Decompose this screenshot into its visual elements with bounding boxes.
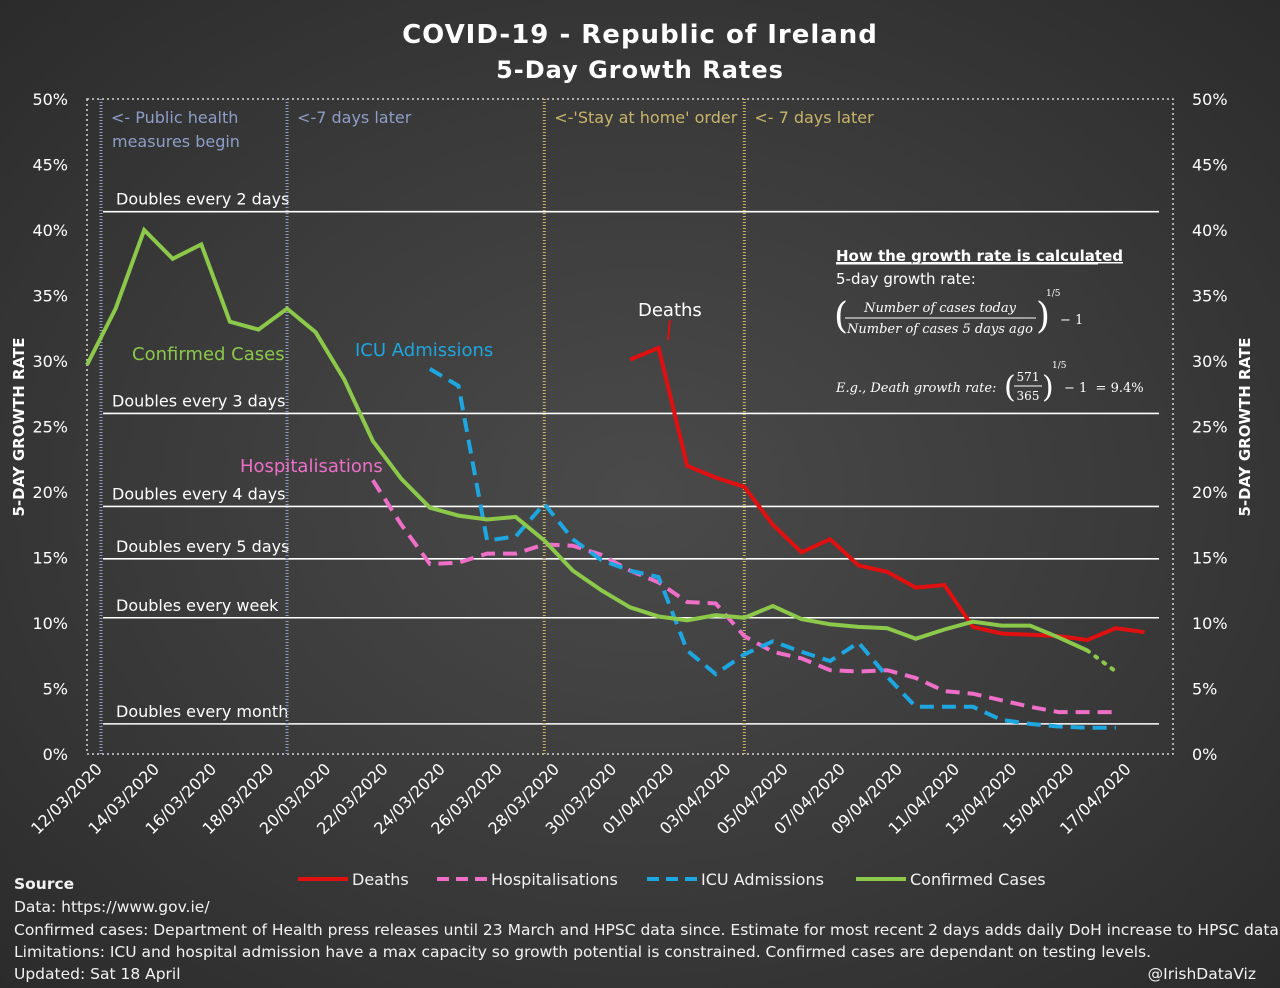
x-axis: 12/03/202014/03/202016/03/202018/03/2020… — [27, 759, 1134, 838]
footer-data-source: Data: https://www.gov.ie/ — [14, 898, 210, 916]
y-tick-label: 10% — [32, 614, 68, 633]
y-tick-label: 0% — [43, 745, 68, 764]
reference-line-label: Doubles every week — [116, 596, 279, 615]
y-tick-label: 0% — [1192, 745, 1217, 764]
calculation-box: How the growth rate is calculated 5-day … — [834, 247, 1144, 405]
y-axis-label-right: 5-DAY GROWTH RATE — [1236, 337, 1254, 516]
event-line-label: measures begin — [112, 132, 240, 151]
svg-text:(: ( — [1004, 370, 1016, 405]
legend: Deaths Hospitalisations ICU Admissions Conf… — [298, 870, 1046, 889]
y-tick-label: 30% — [32, 352, 68, 371]
y-tick-label: 15% — [32, 549, 68, 568]
calc-heading: How the growth rate is calculated — [836, 247, 1123, 265]
calc-example-num: 571 — [1017, 370, 1040, 384]
legend-label: Confirmed Cases — [910, 870, 1046, 889]
svg-text:(: ( — [834, 296, 848, 337]
y-tick-label: 50% — [32, 90, 68, 109]
calc-line1: 5-day growth rate: — [836, 270, 976, 288]
footer-updated: Updated: Sat 18 April — [14, 965, 181, 983]
y-tick-label: 10% — [1192, 614, 1228, 633]
event-line-label: <-7 days later — [297, 108, 412, 127]
y-tick-label: 15% — [1192, 549, 1228, 568]
footer-confirmed-note: Confirmed cases: Department of Health pr… — [14, 921, 1280, 939]
y-tick-label: 5% — [1192, 680, 1217, 699]
y-tick-label: 50% — [1192, 90, 1228, 109]
event-marker-lines: <- Public health measures begin <-7 days l… — [99, 99, 874, 754]
calc-exponent: 1/5 — [1046, 289, 1061, 299]
y-tick-label: 35% — [1192, 287, 1228, 306]
label-icu-admissions: ICU Admissions — [355, 340, 493, 361]
series-lines — [85, 226, 1145, 730]
legend-label: ICU Admissions — [701, 870, 824, 889]
doubling-reference-lines: Doubles every 2 days Doubles every 3 days… — [103, 190, 1159, 725]
reference-line-label: Doubles every 4 days — [112, 484, 285, 503]
y-tick-label: 25% — [32, 418, 68, 437]
y-axis-label-left: 5-DAY GROWTH RATE — [10, 337, 28, 516]
label-confirmed-cases: Confirmed Cases — [132, 344, 285, 365]
footer-source-heading: Source — [14, 875, 75, 893]
calc-example-result: − 1 = 9.4% — [1064, 381, 1144, 396]
y-tick-label: 25% — [1192, 418, 1228, 437]
event-line-label: <- 7 days later — [754, 108, 874, 127]
y-tick-label: 20% — [1192, 483, 1228, 502]
y-tick-label: 45% — [1192, 156, 1228, 175]
y-tick-label: 35% — [32, 287, 68, 306]
label-hospitalisations: Hospitalisations — [240, 456, 383, 477]
y-tick-label: 5% — [43, 680, 68, 699]
calc-example-den: 365 — [1017, 389, 1040, 403]
calc-example-exponent: 1/5 — [1052, 361, 1067, 371]
y-tick-label: 30% — [1192, 352, 1228, 371]
event-line-label: <-'Stay at home' order — [554, 108, 737, 127]
svg-text:): ) — [1042, 370, 1054, 405]
svg-text:): ) — [1036, 296, 1050, 337]
y-tick-label: 40% — [32, 221, 68, 240]
label-deaths: Deaths — [638, 300, 702, 321]
series-line-estimate — [1085, 648, 1118, 674]
event-line-label: <- Public health — [111, 108, 238, 127]
calc-minus-one: − 1 — [1060, 313, 1083, 328]
calc-numerator: Number of cases today — [863, 301, 1017, 316]
reference-line-label: Doubles every 3 days — [112, 391, 285, 410]
y-tick-label: 40% — [1192, 221, 1228, 240]
footer-credit: @IrishDataViz — [1147, 965, 1256, 983]
series-line-confirmed-cases — [85, 226, 1089, 653]
y-axis-left: 0% 5% 10% 15% 20% 25% 30% 35% 40% 45% 50% — [32, 90, 68, 764]
chart-title: COVID-19 - Republic of Ireland — [402, 20, 878, 50]
footer-limitations: Limitations: ICU and hospital admission … — [14, 943, 1152, 961]
chart-subtitle: 5-Day Growth Rates — [496, 56, 784, 84]
reference-line-label: Doubles every 2 days — [116, 190, 289, 209]
reference-line-label: Doubles every 5 days — [116, 537, 289, 556]
y-tick-label: 45% — [32, 156, 68, 175]
legend-label: Deaths — [352, 870, 409, 889]
calc-denominator: Number of cases 5 days ago — [846, 322, 1033, 337]
y-axis-right: 0% 5% 10% 15% 20% 25% 30% 35% 40% 45% 50% — [1192, 90, 1228, 764]
calc-example-prefix: E.g., Death growth rate: — [835, 381, 996, 396]
reference-line-label: Doubles every month — [116, 702, 288, 721]
y-tick-label: 20% — [32, 483, 68, 502]
legend-label: Hospitalisations — [491, 870, 618, 889]
deaths-label-leader — [667, 319, 671, 341]
